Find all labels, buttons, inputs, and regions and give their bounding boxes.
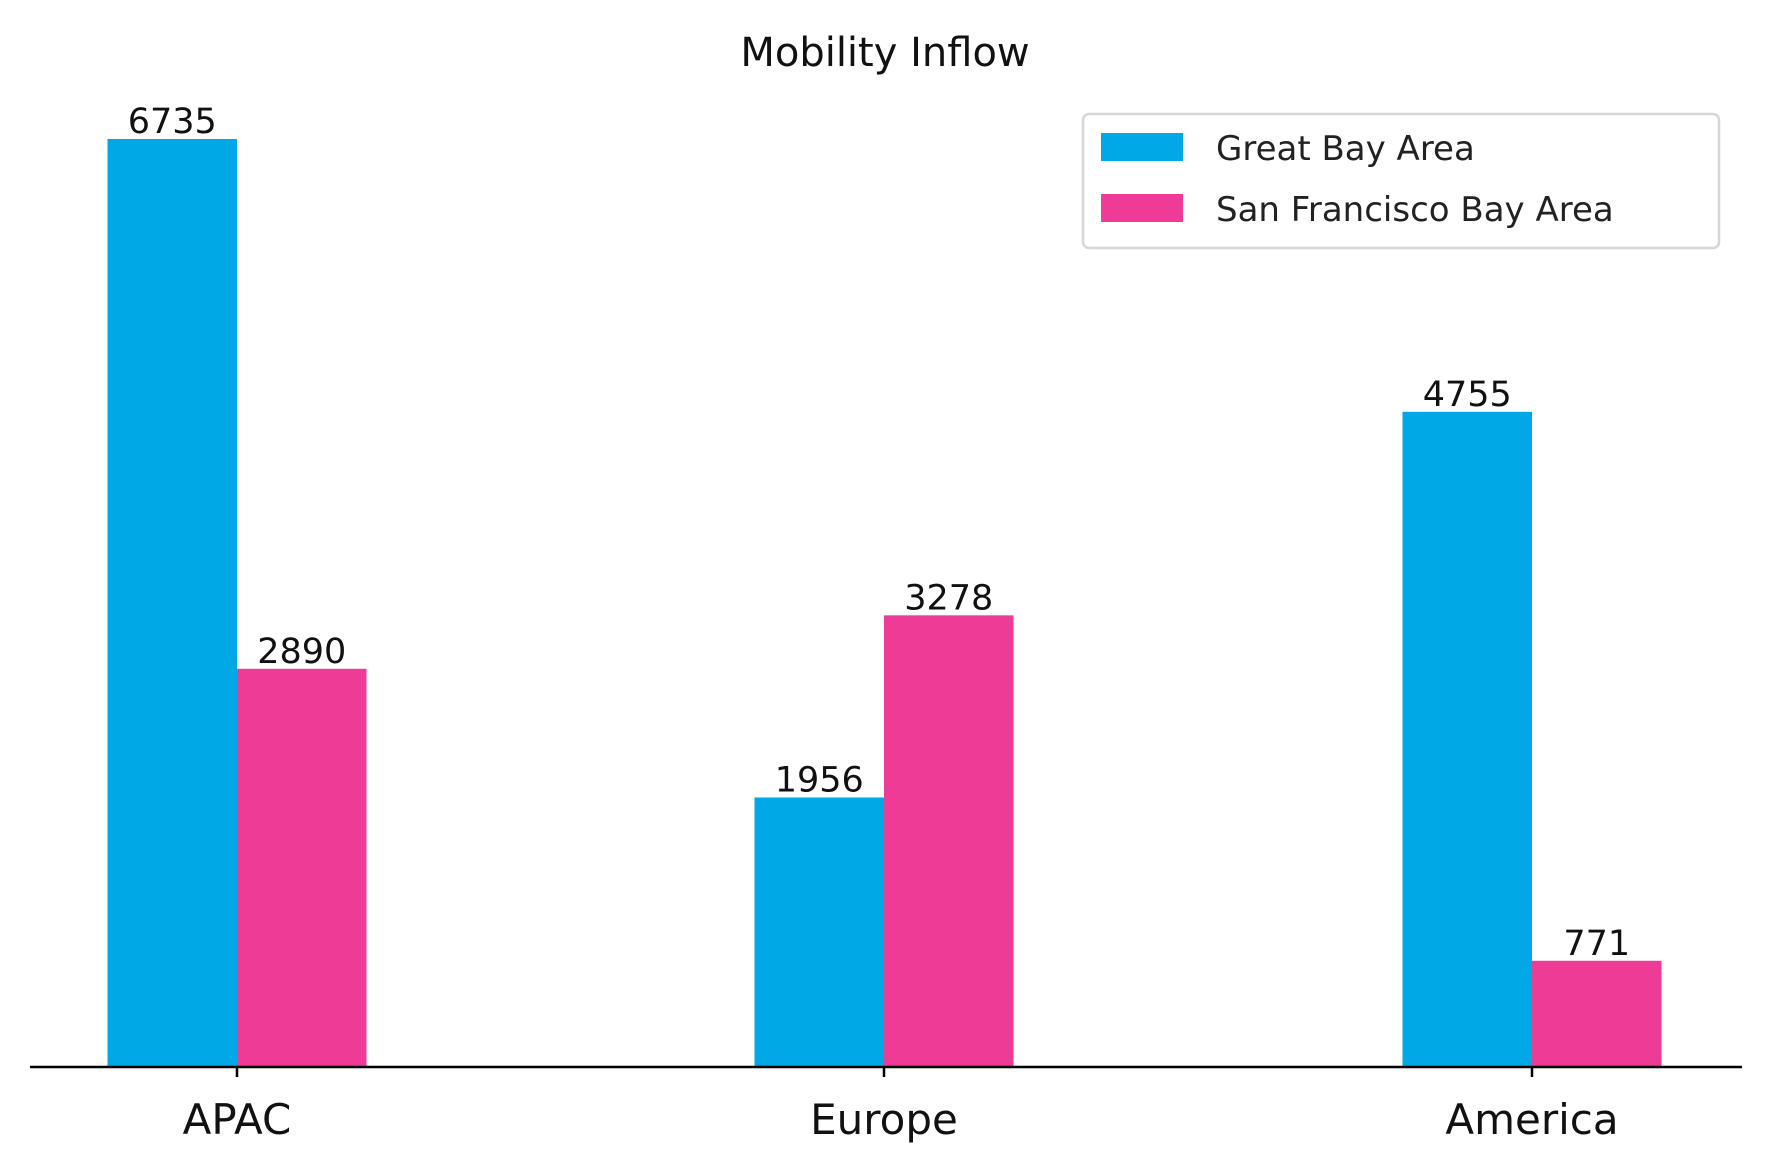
- legend: Great Bay Area San Francisco Bay Area: [1081, 112, 1721, 250]
- data-label-san-francisco-bay-area-europe: 3278: [904, 578, 993, 618]
- data-label-great-bay-area-europe: 1956: [775, 760, 864, 800]
- legend-frame: [1081, 112, 1721, 250]
- chart-title: Mobility Inflow: [740, 30, 1029, 76]
- bar-san-francisco-bay-area-apac: [237, 668, 367, 1067]
- legend-label-san-francisco-bay-area: San Francisco Bay Area: [1216, 190, 1614, 230]
- x-axis-ticks: APAC Europe America: [183, 1067, 1619, 1144]
- bar-great-bay-area-america: [1402, 411, 1532, 1067]
- data-label-san-francisco-bay-area-apac: 2890: [257, 632, 346, 672]
- x-tick-label-europe: Europe: [810, 1095, 958, 1144]
- data-label-great-bay-area-apac: 6735: [128, 102, 217, 142]
- legend-swatch-san-francisco-bay-area: [1101, 194, 1183, 222]
- legend-swatch-great-bay-area: [1101, 133, 1183, 161]
- bar-great-bay-area-europe: [754, 797, 884, 1067]
- legend-label-great-bay-area: Great Bay Area: [1216, 129, 1475, 169]
- bar-san-francisco-bay-area-america: [1532, 960, 1662, 1067]
- x-tick-label-america: America: [1445, 1095, 1618, 1144]
- data-label-san-francisco-bay-area-america: 771: [1563, 924, 1630, 964]
- bar-san-francisco-bay-area-europe: [884, 615, 1014, 1067]
- bar-great-bay-area-apac: [107, 139, 237, 1067]
- data-labels-layer: 6735 1956 4755 2890 3278 771: [128, 102, 1630, 964]
- bars-layer: [107, 139, 1662, 1067]
- x-tick-label-apac: APAC: [183, 1095, 292, 1144]
- data-label-great-bay-area-america: 4755: [1423, 375, 1512, 415]
